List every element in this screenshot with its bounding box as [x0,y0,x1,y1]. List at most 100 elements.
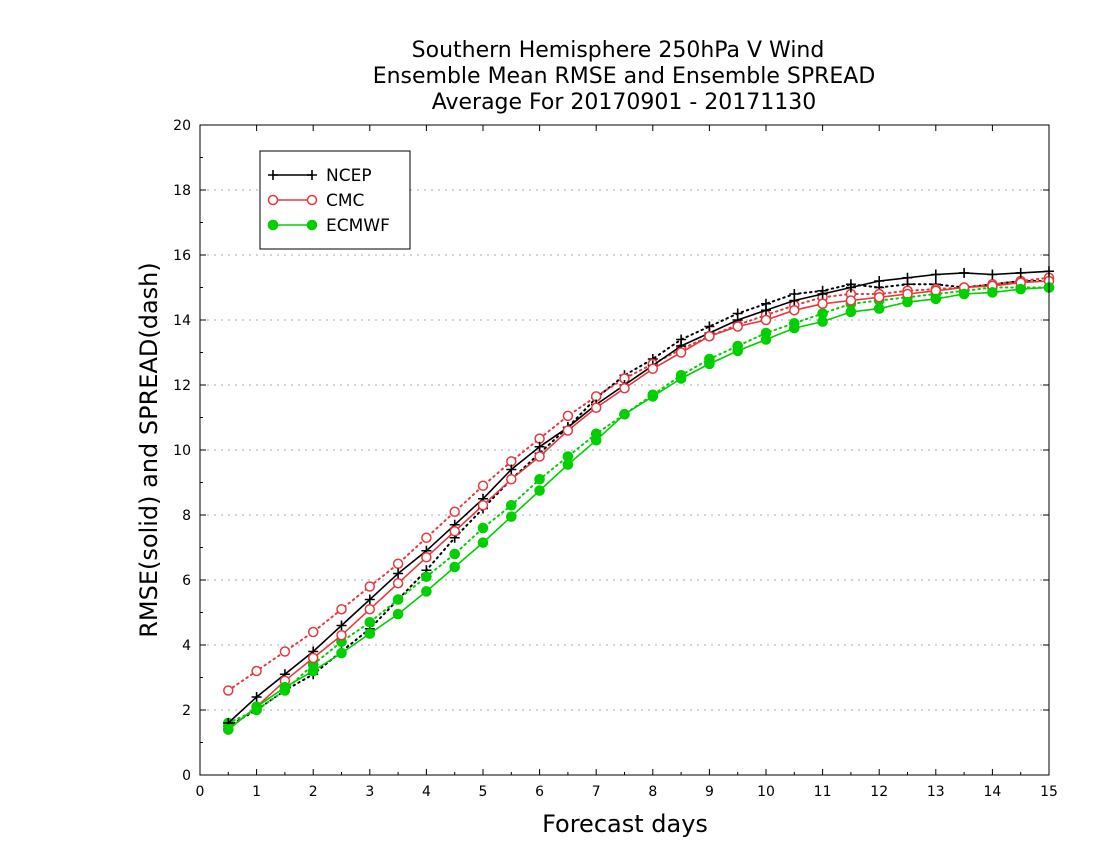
legend-label: CMC [326,191,364,211]
point-ecmwf-rmse [789,322,800,334]
x-tick-label: 6 [535,784,544,800]
point-ecmwf-rmse [817,316,828,327]
point-cmc-rmse [789,305,800,316]
point-cmc-spread [421,532,432,543]
y-tick-label: 10 [173,443,191,459]
point-ecmwf-rmse [364,628,376,639]
series-ecmwf-spread [223,282,1055,729]
y-tick-label: 14 [173,313,191,329]
point-ecmwf-rmse [449,561,461,573]
point-cmc-spread [336,604,347,615]
line-ncep-spread [227,280,1050,728]
point-cmc-spread [279,646,291,657]
point-cmc-spread [307,626,319,638]
point-ecmwf-rmse [647,391,659,402]
point-ecmwf-rmse [760,334,772,345]
grid [200,189,1049,711]
point-cmc-rmse [421,552,432,563]
point-ncep-rmse [987,269,998,280]
y-tick-label: 12 [173,378,191,394]
x-tick-label: 5 [479,784,488,800]
point-ncep-rmse [789,295,800,306]
x-tick-label: 15 [1040,784,1058,800]
legend-marker [306,219,318,231]
point-ncep-rmse [761,305,771,316]
x-tick-label: 7 [592,784,601,800]
chart-title-line-3: Average For 20170901 - 20171130 [432,90,817,115]
point-ecmwf-rmse [562,459,574,470]
x-tick-label: 8 [648,784,657,800]
point-cmc-rmse [562,425,574,436]
chart-title: Southern Hemisphere 250hPa V Wind Ensemb… [373,38,876,115]
x-tick-label: 10 [757,784,775,800]
point-ecmwf-rmse [619,408,630,420]
x-tick-label: 9 [705,784,714,800]
point-ncep-rmse [393,568,404,579]
point-cmc-rmse [590,402,602,413]
point-cmc-rmse [704,331,715,342]
series-cmc-spread [223,272,1055,696]
point-ncep-rmse [930,269,941,280]
y-tick-label: 0 [182,768,191,784]
x-tick-label: 1 [252,784,261,800]
point-ncep-rmse [902,272,913,283]
point-ncep-rmse [534,441,545,452]
point-ecmwf-rmse [223,724,234,735]
series-ecmwf-rmse [223,282,1055,735]
point-cmc-rmse [364,604,376,615]
y-tick-label: 16 [173,248,191,264]
line-cmc-spread [227,276,1050,692]
chart-title-line-1: Southern Hemisphere 250hPa V Wind [412,38,825,63]
point-ecmwf-rmse [336,647,347,659]
y-tick-label: 20 [173,118,191,134]
x-tick-label: 0 [196,784,205,800]
point-ecmwf-spread [421,571,432,583]
legend-marker [267,194,279,206]
point-ecmwf-spread [392,594,404,605]
point-cmc-rmse [817,298,828,309]
legend-label: ECMWF [326,216,390,236]
point-cmc-rmse [477,500,489,511]
line-cmc-rmse [227,280,1050,731]
point-ecmwf-rmse [1015,283,1027,295]
point-ncep-rmse [251,692,262,702]
series-ncep-rmse [223,266,1054,728]
point-cmc-rmse [392,578,404,589]
point-ncep-rmse [364,594,375,605]
x-tick-label: 4 [422,784,431,800]
y-tick-label: 4 [182,638,191,654]
series-cmc-rmse [223,275,1055,735]
point-cmc-rmse [760,314,772,326]
point-ecmwf-rmse [704,358,715,370]
point-ecmwf-rmse [902,296,913,308]
point-cmc-rmse [845,295,857,306]
point-ecmwf-spread [364,616,376,628]
legend-marker [268,170,278,180]
point-ecmwf-rmse [958,288,970,300]
legend-marker [306,194,318,206]
point-ecmwf-spread [506,499,517,511]
point-cmc-rmse [619,383,630,394]
point-ecmwf-spread [477,522,489,534]
point-ncep-rmse [959,267,970,278]
point-cmc-rmse [732,321,743,332]
point-ecmwf-rmse [307,665,319,677]
y-tick-label: 6 [182,573,191,589]
point-cmc-spread [449,506,460,517]
point-cmc-rmse [873,292,885,303]
point-ecmwf-rmse [590,434,602,446]
legend-marker [267,219,279,231]
point-ncep-rmse [817,289,828,299]
line-ncep-rmse [227,270,1050,724]
point-cmc-rmse [647,363,659,374]
x-tick-label: 11 [814,784,832,800]
point-cmc-spread [562,410,574,422]
legend: NCEP CMC ECMWF [259,150,411,250]
legend-item-ncep: NCEP [268,166,372,186]
point-ecmwf-rmse [534,485,545,496]
legend-label: NCEP [326,166,372,186]
point-cmc-spread [477,480,489,491]
point-cmc-spread [364,581,376,592]
point-ncep-rmse [506,464,517,475]
